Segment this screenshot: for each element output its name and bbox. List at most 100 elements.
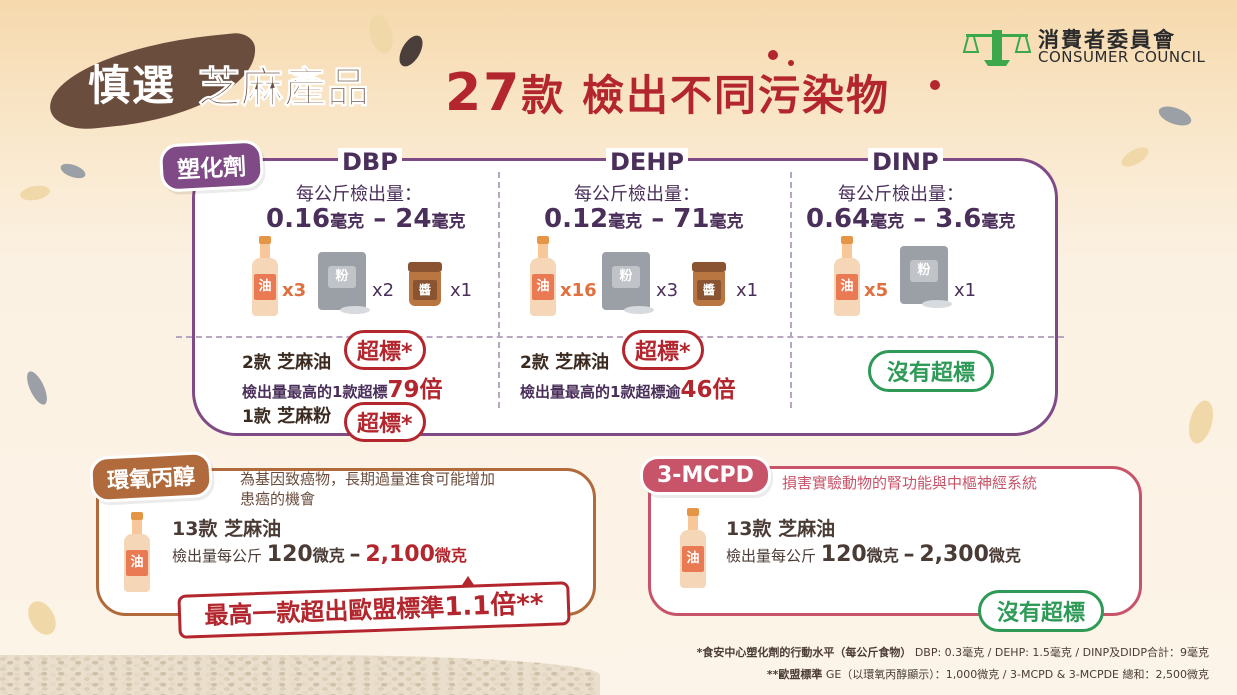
range-unit: 微克 — [312, 546, 345, 565]
item-count: x5 — [864, 280, 889, 301]
product-name: 芝麻油 — [277, 352, 332, 373]
range-high: 71 — [673, 204, 710, 234]
footnote-heading: **歐盟標準 — [766, 668, 823, 681]
mcpd-tag: 3-MCPD — [640, 456, 771, 495]
count: 13款 — [726, 518, 772, 540]
oil-label: 油 — [254, 274, 276, 300]
mcpd-range: 檢出量每公斤 120微克 – 2,300微克 — [726, 542, 1021, 567]
exceed-badge: 超標* — [344, 402, 426, 442]
range-high: 2,300 — [919, 542, 989, 567]
mcpd-count: 13款 芝麻油 — [726, 514, 835, 541]
product-name: 芝麻油 — [555, 352, 610, 373]
seed-decoration — [1184, 397, 1218, 447]
dbp-powder-stat: 1款 芝麻粉 — [242, 402, 331, 428]
detail-prefix: 檢出量最高的1款超標逾 — [520, 383, 681, 401]
logo-chinese-name: 消費者委員會 — [1038, 28, 1176, 52]
product-name: 芝麻油 — [778, 518, 836, 540]
range-dbp: 0.16毫克 – 24毫克 — [266, 204, 465, 234]
spoon-icon — [624, 306, 654, 314]
row-divider — [176, 336, 1064, 338]
range-low: 0.16 — [266, 204, 331, 234]
range-low: 120 — [820, 542, 867, 567]
consumer-council-logo: 消費者委員會 CONSUMER COUNCIL — [962, 24, 1222, 70]
plasticizer-tag: 塑化劑 — [158, 139, 265, 193]
oil-bottle-icon: 油 — [530, 236, 556, 316]
detail-times: 79倍 — [387, 377, 443, 403]
headline-main: 27款 檢出不同污染物 — [445, 62, 890, 123]
range-dash: – — [373, 204, 387, 234]
seed-decoration — [1156, 102, 1194, 130]
footnote-heading: *食安中心塑化劑的行動水平（每公斤食物） — [696, 646, 912, 659]
title-word-sesame: 芝麻產品 — [197, 63, 371, 113]
powder-bag-icon: 粉 — [602, 252, 650, 310]
amount-prefix: 檢出量每公斤 — [726, 547, 817, 565]
count: 13款 — [172, 518, 218, 540]
range-dash: – — [651, 204, 665, 234]
range-unit: 微克 — [988, 546, 1021, 565]
footnote-text: DBP: 0.3毫克 / DEHP: 1.5毫克 / DINP及DIDP合計：9… — [914, 646, 1209, 659]
range-unit: 毫克 — [330, 212, 365, 232]
item-count: x16 — [560, 280, 597, 301]
glycidol-range: 檢出量每公斤 120微克 – 2,100微克 — [172, 542, 467, 567]
column-divider — [498, 172, 500, 408]
spoon-icon — [340, 306, 370, 314]
chemical-name-dinp: DINP — [868, 148, 943, 176]
product-name: 芝麻粉 — [277, 406, 332, 427]
range-low: 0.12 — [544, 204, 609, 234]
range-unit: 毫克 — [981, 212, 1016, 232]
column-divider — [790, 172, 792, 408]
oil-label: 油 — [682, 546, 704, 572]
seed-decoration — [1118, 143, 1152, 171]
amount-prefix: 檢出量每公斤 — [172, 547, 263, 565]
item-count: x2 — [372, 280, 395, 301]
amount-label: 每公斤檢出量： — [838, 184, 964, 205]
dbp-detail: 檢出量最高的1款超標79倍 — [242, 370, 442, 404]
count: 2款 — [520, 353, 549, 373]
count: 2款 — [242, 353, 271, 373]
seed-decoration — [58, 160, 88, 182]
seed-decoration — [19, 183, 51, 203]
range-unit: 微克 — [866, 546, 899, 565]
range-high: 3.6 — [935, 204, 982, 234]
range-unit: 毫克 — [431, 212, 466, 232]
oil-label: 油 — [532, 274, 554, 300]
count: 1款 — [242, 407, 271, 427]
dot-decoration — [788, 60, 794, 66]
headline-left: 慎選 芝麻產品 — [44, 31, 408, 133]
exceed-badge: 超標* — [344, 330, 426, 370]
seed-decoration — [23, 368, 51, 408]
dot-decoration — [930, 80, 940, 90]
glycidol-count: 13款 芝麻油 — [172, 514, 281, 541]
range-dehp: 0.12毫克 – 71毫克 — [544, 204, 743, 234]
powder-label: 粉 — [612, 266, 640, 288]
oil-bottle-icon: 油 — [680, 508, 706, 588]
oil-bottle-icon: 油 — [124, 512, 150, 592]
spoon-icon — [922, 300, 952, 308]
glycidol-tag: 環氧丙醇 — [88, 450, 214, 504]
item-count: x3 — [656, 280, 679, 301]
oil-label: 油 — [126, 550, 148, 576]
range-dash: – — [913, 204, 927, 234]
banner-times: 1.1倍** — [443, 589, 545, 623]
powder-label: 粉 — [910, 260, 938, 282]
range-dash: – — [903, 542, 915, 567]
amount-label: 每公斤檢出量： — [574, 184, 700, 205]
amount-label: 每公斤檢出量： — [296, 184, 422, 205]
glycidol-description-1: 為基因致癌物，長期過量進食可能增加 — [240, 470, 496, 488]
footnote-action-level: *食安中心塑化劑的行動水平（每公斤食物） DBP: 0.3毫克 / DEHP: … — [697, 644, 1209, 660]
range-low: 0.64 — [806, 204, 871, 234]
oil-bottle-icon: 油 — [252, 236, 278, 316]
sesame-decoration — [0, 655, 600, 695]
headline-rest: 款 檢出不同污染物 — [521, 71, 890, 120]
no-exceed-badge: 沒有超標 — [868, 350, 995, 392]
range-unit: 毫克 — [870, 212, 905, 232]
footnote-eu-standard: **歐盟標準 GE（以環氧丙醇顯示）：1,000微克 / 3-MCPD & 3-… — [767, 666, 1209, 682]
item-count: x1 — [954, 280, 977, 301]
paste-jar-icon: 醬 — [692, 262, 726, 306]
dehp-oil-stat: 2款 芝麻油 — [520, 348, 609, 374]
scale-logo-icon — [962, 30, 1032, 66]
item-count: x3 — [282, 280, 307, 301]
title-word-careful: 慎選 — [88, 61, 177, 110]
detail-times: 46倍 — [680, 377, 736, 403]
oil-bottle-icon: 油 — [834, 236, 860, 316]
